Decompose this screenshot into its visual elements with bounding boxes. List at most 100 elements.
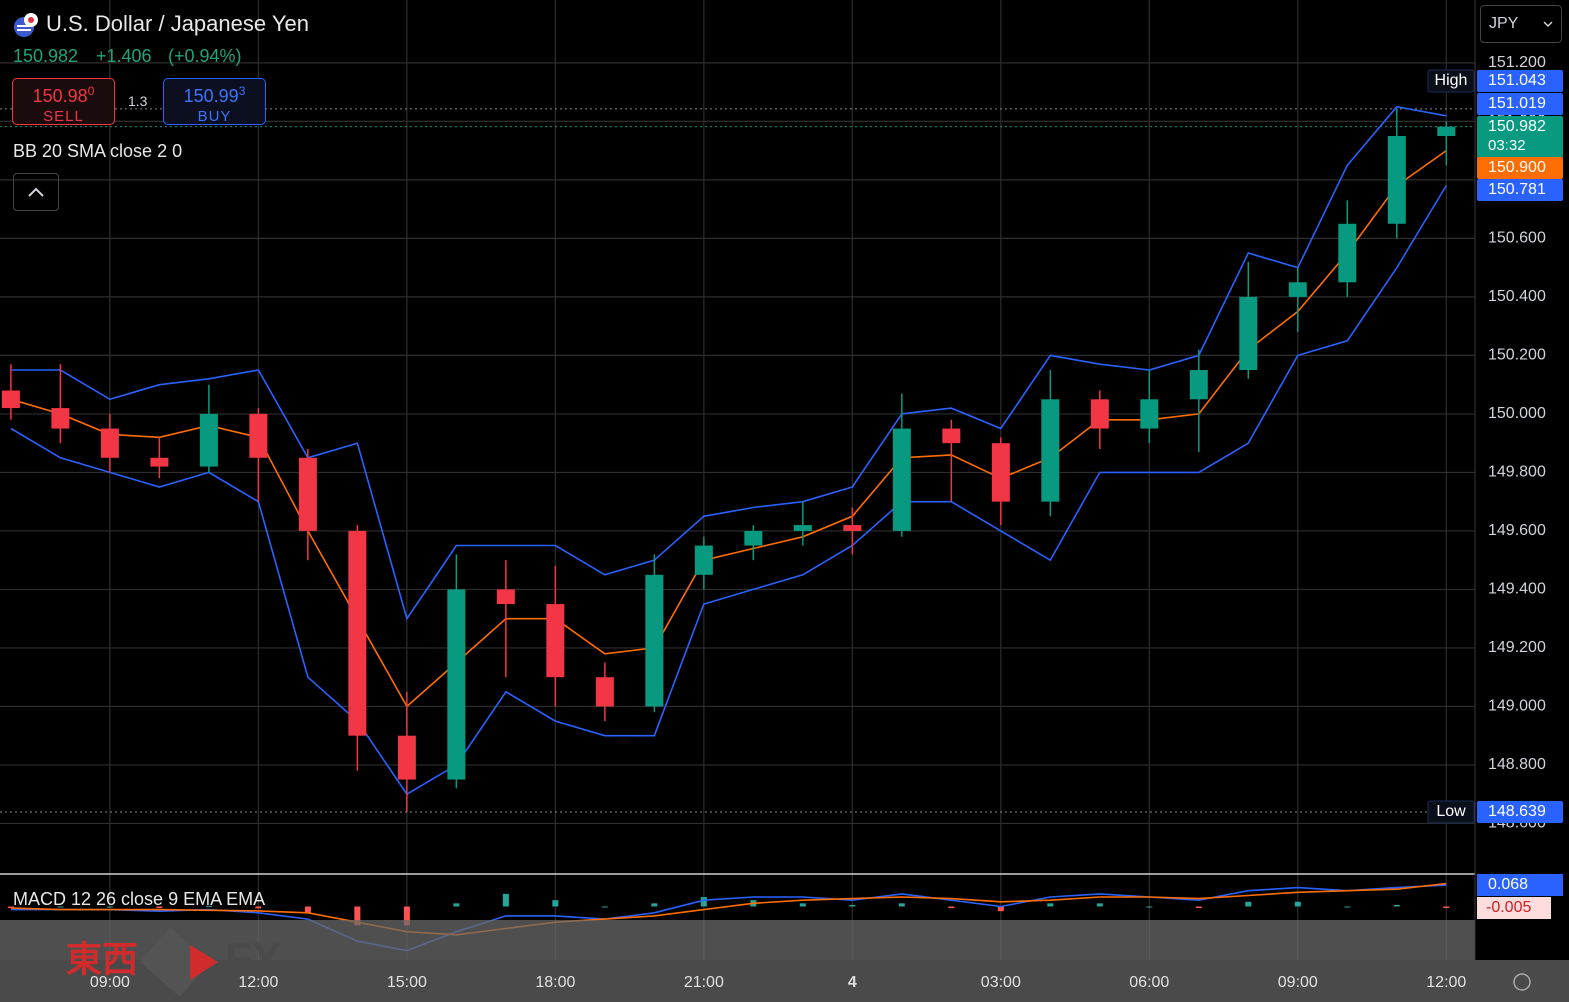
price-label-box — [1477, 116, 1563, 158]
hist-value-box — [1477, 897, 1551, 919]
x-tick-label: 18:00 — [535, 974, 575, 991]
macd-line — [10, 882, 1447, 936]
indicator-label: BB 20 SMA close 2 0 — [13, 141, 183, 161]
x-tick-label: 21:00 — [684, 974, 724, 991]
price-label-box — [1477, 157, 1563, 179]
histogram-bar — [552, 900, 559, 907]
watermark-diamond-red — [190, 945, 218, 980]
sell-button[interactable]: 150.980 SELL — [12, 78, 115, 125]
y-tick-label: 149.200 — [1488, 639, 1546, 656]
histogram-bar — [700, 897, 707, 907]
candle-body — [546, 604, 565, 678]
currency-dropdown[interactable]: JPY — [1480, 5, 1562, 43]
y-tick-label: 149.000 — [1488, 698, 1546, 715]
x-tick-label: 09:00 — [1278, 974, 1318, 991]
candle-body — [1140, 399, 1159, 429]
price-label: 150.781 — [1488, 181, 1546, 198]
y-tick-label: 149.600 — [1488, 522, 1546, 539]
collapse-button[interactable] — [13, 173, 59, 211]
candle-body — [348, 530, 367, 736]
price-label-box — [1477, 179, 1563, 201]
x-tick-label: 03:00 — [981, 974, 1021, 991]
candle-body — [595, 677, 614, 707]
y-tick-label: 150.200 — [1488, 347, 1546, 364]
candle-body — [1041, 399, 1060, 502]
price-tag-box — [1427, 800, 1475, 824]
candle-body — [1387, 136, 1406, 224]
price-label: 151.043 — [1488, 72, 1546, 89]
y-tick-label: 150.000 — [1488, 405, 1546, 422]
histogram-bar — [948, 906, 955, 909]
price-tag: Low — [1436, 803, 1466, 820]
change-percent: (+0.94%) — [168, 46, 242, 66]
histogram-bar — [1195, 906, 1202, 909]
histogram-bar — [1393, 904, 1400, 907]
candle-body — [1239, 296, 1258, 371]
macd-label: MACD 12 26 close 9 EMA EMA — [13, 889, 266, 909]
dropdown-arrow — [1543, 21, 1553, 28]
macd-value-box — [1477, 874, 1563, 896]
histogram-bar — [7, 906, 14, 909]
candle-body — [397, 735, 416, 780]
y-tick-label: 149.400 — [1488, 581, 1546, 598]
histogram-bar — [205, 905, 212, 907]
candle-body — [1189, 370, 1208, 400]
buy-price: 150.99 — [183, 86, 239, 106]
candle-body — [1437, 126, 1456, 137]
hist-value: -0.005 — [1486, 899, 1531, 916]
price-label: 150.900 — [1488, 159, 1546, 176]
candle-body — [645, 574, 664, 707]
candle-body — [1, 390, 20, 409]
macd-value: 0.068 — [1488, 876, 1528, 893]
histogram-bar — [799, 903, 806, 907]
price-label: 151.019 — [1488, 95, 1546, 112]
candle-body — [793, 525, 812, 531]
countdown: 03:32 — [1488, 137, 1526, 154]
time-axis — [0, 960, 1569, 1002]
flag-icon — [12, 12, 38, 38]
sell-price: 150.98 — [32, 86, 88, 106]
histogram-bar — [601, 906, 608, 908]
x-tick-label: 15:00 — [387, 974, 427, 991]
candle-body — [892, 428, 911, 531]
histogram-bar — [502, 893, 509, 907]
histogram-bar — [403, 906, 410, 926]
histogram-bar — [106, 906, 113, 908]
y-tick-label: 148.800 — [1488, 756, 1546, 773]
histogram-bar — [57, 906, 64, 908]
histogram-bar — [997, 906, 1004, 912]
x-tick-label: 12:00 — [238, 974, 278, 991]
price-label-box — [1477, 93, 1563, 115]
candle-body — [298, 457, 317, 531]
watermark-text: FX — [225, 935, 281, 984]
histogram-bar — [304, 906, 311, 913]
bollinger-band — [10, 185, 1447, 796]
candle-body — [991, 443, 1010, 502]
candle-body — [496, 589, 515, 605]
currency-label: JPY — [1489, 15, 1519, 32]
price-tag: High — [1435, 72, 1468, 89]
candle-body — [447, 589, 466, 780]
histogram-bar — [1146, 906, 1153, 908]
price-label: 148.639 — [1488, 803, 1546, 820]
x-tick-label: 12:00 — [1426, 974, 1466, 991]
buy-label: BUY — [197, 108, 232, 125]
watermark-text: 東西 — [66, 939, 138, 980]
histogram-bar — [354, 906, 361, 926]
histogram-bar — [1245, 901, 1252, 907]
y-tick-label: 149.800 — [1488, 464, 1546, 481]
candle-body — [100, 428, 119, 458]
last-price: 150.982 — [13, 46, 79, 66]
y-tick-label: 151.200 — [1488, 54, 1546, 71]
spread: 1.3 — [128, 93, 148, 109]
flag — [14, 13, 38, 37]
buy-button[interactable]: 150.993 BUY — [163, 78, 266, 125]
symbol-title: U.S. Dollar / Japanese Yen — [46, 11, 309, 36]
histogram-bar — [849, 904, 856, 907]
watermark: 東西 FX — [66, 927, 281, 997]
price-label-box — [1477, 70, 1563, 92]
y-tick-label: 150.400 — [1488, 288, 1546, 305]
